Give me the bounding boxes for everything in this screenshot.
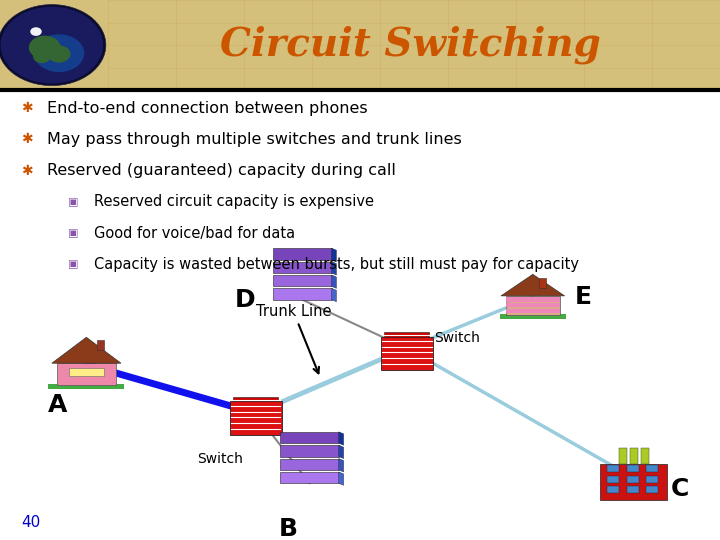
Text: D: D [235,288,255,312]
Circle shape [1,6,103,84]
Polygon shape [339,458,343,472]
Bar [384,332,429,336]
Bar [641,448,649,464]
Text: ✱: ✱ [22,101,33,115]
Text: 40: 40 [22,515,41,530]
Bar [600,464,667,501]
Text: ✱: ✱ [22,132,33,146]
Text: ▣: ▣ [68,260,79,269]
Bar [96,340,104,350]
Circle shape [29,36,60,59]
Text: Reserved (guaranteed) capacity during call: Reserved (guaranteed) capacity during ca… [47,163,396,178]
Polygon shape [339,432,343,445]
Text: ✱: ✱ [22,164,33,178]
Polygon shape [339,472,343,485]
Polygon shape [52,338,121,363]
Bar [233,397,278,401]
Bar [381,336,433,370]
Bar [627,487,639,494]
Bar [539,278,546,288]
Polygon shape [501,274,564,296]
Circle shape [30,27,42,36]
Polygon shape [331,275,336,288]
Polygon shape [331,288,336,302]
Bar [281,445,339,457]
Text: Circuit Switching: Circuit Switching [220,26,600,64]
Text: May pass through multiple switches and trunk lines: May pass through multiple switches and t… [47,132,462,147]
Bar [618,448,627,464]
Text: C: C [671,477,690,501]
Text: E: E [575,285,592,309]
Bar [630,448,638,464]
Text: Switch: Switch [434,330,480,345]
Circle shape [34,35,84,72]
Polygon shape [331,248,336,261]
Bar [274,248,331,260]
Bar [281,472,339,483]
Bar [505,303,560,307]
Bar [647,476,658,483]
Bar [608,465,619,472]
Bar [230,401,282,435]
Polygon shape [339,445,343,458]
Text: ▣: ▣ [68,228,79,238]
Circle shape [33,50,50,63]
Circle shape [48,45,71,63]
Text: A: A [48,393,67,417]
Bar [57,363,116,385]
Bar [505,296,560,315]
Bar [48,384,125,389]
Bar [608,487,619,494]
Bar [274,261,331,273]
Text: B: B [279,517,297,540]
Bar [647,487,658,494]
Text: Capacity is wasted between bursts, but still must pay for capacity: Capacity is wasted between bursts, but s… [94,257,579,272]
Bar [69,368,104,376]
Bar [281,458,339,470]
Bar [500,314,566,319]
Text: Good for voice/bad for data: Good for voice/bad for data [94,226,294,241]
Text: End-to-end connection between phones: End-to-end connection between phones [47,100,367,116]
Bar [627,465,639,472]
Polygon shape [331,261,336,275]
Bar [281,432,339,443]
Bar [274,288,331,300]
Bar [647,465,658,472]
Bar [274,275,331,286]
Text: Reserved circuit capacity is expensive: Reserved circuit capacity is expensive [94,194,374,210]
Bar [505,298,560,301]
Bar [608,476,619,483]
Text: ▣: ▣ [68,197,79,207]
Text: Switch: Switch [197,452,243,466]
Bar [0,0,720,90]
Text: Trunk Line: Trunk Line [256,304,331,373]
Bar [627,476,639,483]
Bar [505,309,560,313]
Circle shape [0,5,106,86]
